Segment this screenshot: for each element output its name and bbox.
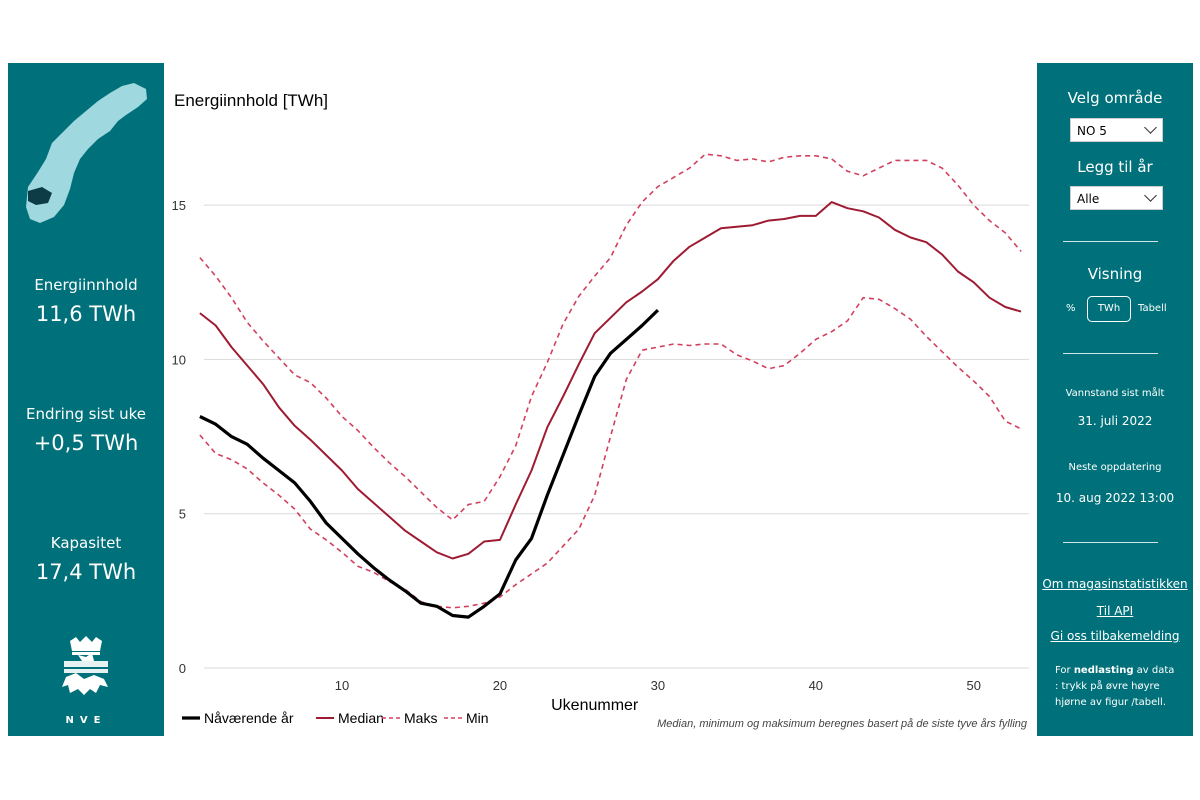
about-statistics-link[interactable]: Om magasinstatistikken — [1042, 577, 1188, 591]
series-line-maks[interactable] — [199, 153, 1022, 521]
chart-title: Energiinnhold [TWh] — [174, 91, 328, 110]
year-select[interactable]: Alle — [1070, 186, 1163, 210]
view-twh-button[interactable]: TWh — [1087, 296, 1131, 322]
view-toggle: % TWh Tabell — [1037, 295, 1193, 325]
year-select-value: Alle — [1077, 192, 1100, 206]
api-link[interactable]: Til API — [1096, 604, 1134, 618]
capacity-stat: Kapasitet 17,4 TWh — [8, 534, 164, 584]
x-tick-label: 10 — [335, 678, 349, 693]
legend-label: Nåværende år — [204, 710, 294, 726]
view-title: Visning — [1087, 265, 1143, 283]
logo-text: NVE — [65, 715, 107, 726]
area-select-title: Velg område — [1067, 89, 1163, 107]
series-line-n-v-rende-r[interactable] — [199, 308, 660, 619]
x-tick-label: 50 — [966, 678, 980, 693]
x-tick-label: 30 — [651, 678, 665, 693]
x-tick-label: 20 — [493, 678, 507, 693]
y-tick-label: 15 — [172, 198, 186, 213]
x-tick-label: 40 — [809, 678, 823, 693]
stat-value: 17,4 TWh — [35, 560, 137, 584]
y-tick-label: 5 — [179, 507, 186, 522]
stat-value: +0,5 TWh — [33, 431, 139, 455]
nve-logo: NVE — [56, 635, 116, 726]
stat-label: Kapasitet — [50, 534, 122, 552]
nve-crest-icon — [62, 636, 108, 695]
measured-value: 31. juli 2022 — [1077, 414, 1153, 428]
area-select[interactable]: NO 5 — [1070, 118, 1163, 142]
legend-label: Median — [338, 710, 384, 726]
note-suffix: av data : trykk på øvre høyre hjørne av … — [1055, 665, 1175, 708]
right-controls-panel: Velg område NO 5 Legg til år Alle Visnin… — [1037, 63, 1193, 736]
stat-label: Energiinnhold — [34, 276, 138, 294]
area-select-value: NO 5 — [1077, 124, 1107, 138]
view-table-option[interactable]: Tabell — [1138, 303, 1167, 314]
note-prefix: For — [1055, 665, 1074, 676]
left-summary-panel: Energiinnhold 11,6 TWh Endring sist uke … — [8, 63, 164, 736]
next-update-label: Neste oppdatering — [1068, 462, 1162, 473]
view-percent-option[interactable]: % — [1066, 303, 1076, 314]
measured-label: Vannstand sist målt — [1065, 388, 1165, 399]
divider — [1063, 542, 1158, 543]
stat-value: 11,6 TWh — [35, 302, 137, 326]
year-select-title: Legg til år — [1077, 158, 1153, 176]
note-bold: nedlasting — [1073, 665, 1134, 676]
chevron-down-icon — [1144, 121, 1157, 134]
weekly-change-stat: Endring sist uke +0,5 TWh — [8, 405, 164, 455]
norway-map-icon — [26, 83, 147, 223]
y-tick-label: 0 — [179, 661, 186, 676]
divider — [1063, 241, 1158, 242]
y-tick-label: 10 — [172, 352, 186, 367]
download-note: For nedlasting av data : trykk på øvre h… — [1055, 663, 1177, 711]
reservoir-chart[interactable]: Energiinnhold [TWh] 0 5 10 15 10 20 30 40 50 Ukenu… — [164, 63, 1037, 736]
next-update-value: 10. aug 2022 13:00 — [1055, 491, 1175, 505]
chart-area: Energiinnhold [TWh] 0 5 10 15 10 20 30 40 50 Ukenu… — [164, 63, 1037, 736]
chart-footnote: Median, minimum og maksimum beregnes bas… — [657, 718, 1028, 730]
feedback-link[interactable]: Gi oss tilbakemelding — [1050, 629, 1180, 643]
energy-content-stat: Energiinnhold 11,6 TWh — [8, 276, 164, 326]
legend-label: Min — [466, 710, 489, 726]
x-axis-label: Ukenummer — [551, 697, 639, 714]
divider — [1063, 353, 1158, 354]
chevron-down-icon — [1144, 189, 1157, 202]
stat-label: Endring sist uke — [26, 405, 146, 423]
series-line-median[interactable] — [199, 201, 1022, 560]
legend-label: Maks — [404, 710, 437, 726]
